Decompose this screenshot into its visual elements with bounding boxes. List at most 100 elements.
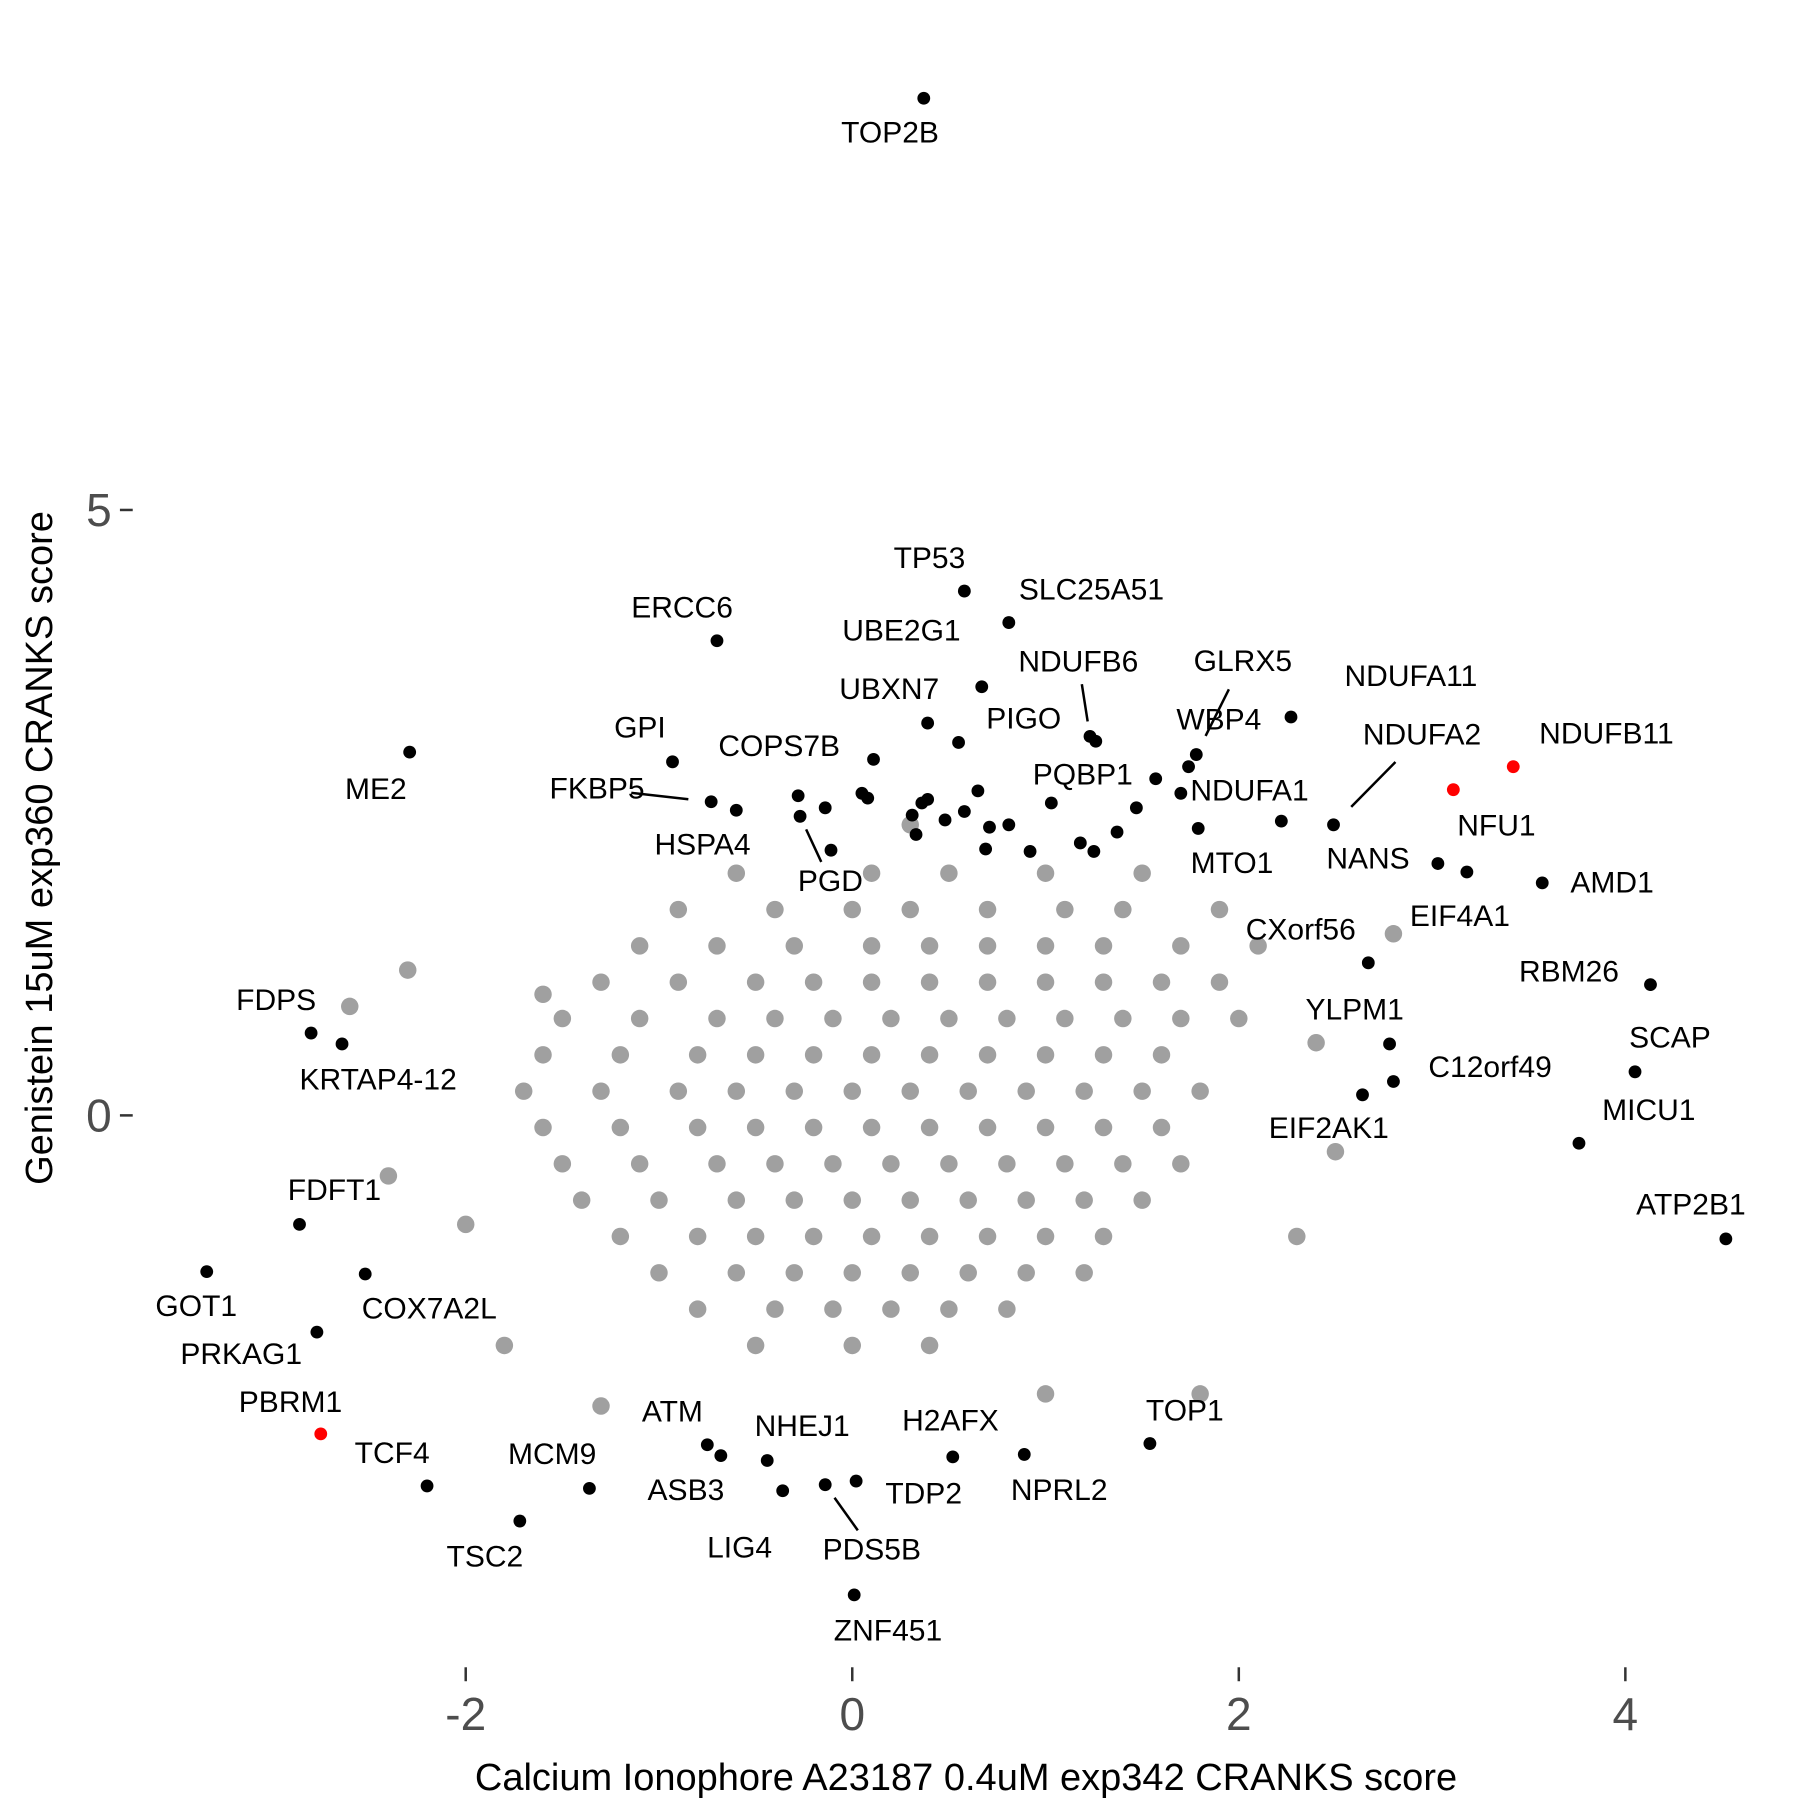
point xyxy=(704,795,718,809)
point xyxy=(882,1155,900,1173)
point xyxy=(905,808,919,822)
point xyxy=(1133,864,1151,882)
point-label: UBE2G1 xyxy=(842,614,960,647)
point xyxy=(979,842,993,856)
point-label: ATM xyxy=(642,1396,703,1429)
point-label: TP53 xyxy=(894,542,966,575)
point xyxy=(1075,1264,1093,1282)
point xyxy=(766,1155,784,1173)
point xyxy=(1446,783,1460,797)
point xyxy=(978,937,997,955)
point xyxy=(1628,1065,1642,1079)
point xyxy=(650,1264,668,1282)
point xyxy=(952,736,965,749)
point xyxy=(583,1481,596,1495)
point-label: MICU1 xyxy=(1602,1094,1695,1127)
point xyxy=(1017,1082,1035,1100)
point xyxy=(1249,937,1267,955)
point xyxy=(1644,978,1657,992)
point-label: NDUFA2 xyxy=(1363,719,1481,752)
point xyxy=(1075,1191,1093,1209)
point-label: SCAP xyxy=(1629,1022,1711,1055)
point xyxy=(920,973,939,991)
point xyxy=(1719,1232,1733,1246)
point xyxy=(1149,772,1163,786)
point xyxy=(1326,1142,1345,1161)
point xyxy=(1114,1155,1132,1173)
point-label: NDUFB6 xyxy=(1018,645,1138,678)
point xyxy=(399,961,417,979)
point xyxy=(1023,845,1037,858)
x-axis-title: Calcium Ionophore A23187 0.4uM exp342 CR… xyxy=(475,1757,1457,1799)
point xyxy=(729,803,743,817)
point xyxy=(727,1264,746,1282)
point xyxy=(921,716,935,730)
point xyxy=(818,801,832,815)
point xyxy=(1284,710,1298,724)
point xyxy=(727,864,746,882)
point xyxy=(420,1479,434,1493)
point xyxy=(746,973,765,991)
point xyxy=(920,1046,939,1064)
point xyxy=(358,1267,372,1281)
point xyxy=(669,900,688,919)
point xyxy=(688,1118,707,1137)
point xyxy=(1327,818,1340,832)
point xyxy=(1431,857,1445,870)
point xyxy=(1506,760,1520,774)
point xyxy=(804,973,823,991)
point xyxy=(1210,900,1229,919)
point xyxy=(843,1191,861,1209)
point-label: AMD1 xyxy=(1570,866,1653,899)
point xyxy=(310,1325,324,1339)
point xyxy=(746,1227,765,1246)
point-label: TOP2B xyxy=(841,117,939,150)
point xyxy=(785,1082,804,1100)
point xyxy=(946,1450,960,1464)
point xyxy=(1017,1448,1031,1461)
point xyxy=(1094,973,1113,991)
point-label: COPS7B xyxy=(718,730,840,763)
point xyxy=(824,1009,842,1028)
point-label: PDS5B xyxy=(823,1533,921,1566)
point xyxy=(553,1009,572,1028)
point xyxy=(940,1009,958,1028)
point xyxy=(304,1026,318,1040)
point xyxy=(666,755,679,769)
point xyxy=(341,997,359,1016)
point xyxy=(998,1155,1016,1173)
point-label: ERCC6 xyxy=(631,592,733,625)
point xyxy=(882,1009,900,1028)
point xyxy=(938,813,952,827)
point xyxy=(1017,1191,1035,1209)
point-label: NFU1 xyxy=(1457,809,1535,842)
point xyxy=(553,1155,572,1173)
point xyxy=(1191,1385,1209,1403)
point xyxy=(882,1300,900,1318)
point-label: TSC2 xyxy=(447,1541,524,1574)
point-label: PQBP1 xyxy=(1033,759,1133,792)
leader-line xyxy=(833,1497,859,1532)
point xyxy=(959,1082,977,1100)
point-label: NDUFB11 xyxy=(1539,718,1673,751)
point-label: NHEJ1 xyxy=(755,1410,850,1443)
point xyxy=(983,820,996,834)
point xyxy=(1094,937,1113,955)
point xyxy=(843,900,861,919)
point xyxy=(630,937,649,955)
point xyxy=(862,864,881,882)
point xyxy=(1114,900,1132,919)
point xyxy=(611,1227,630,1246)
point xyxy=(495,1336,514,1355)
point xyxy=(785,1264,804,1282)
point xyxy=(776,1484,790,1498)
point-label: GOT1 xyxy=(155,1290,237,1323)
point-label: PRKAG1 xyxy=(180,1338,302,1371)
point xyxy=(1133,1082,1151,1100)
point xyxy=(785,937,804,955)
x-tick-label: -2 xyxy=(445,1688,486,1740)
point-label: TDP2 xyxy=(885,1477,962,1510)
point-label: PBRM1 xyxy=(239,1386,342,1419)
y-tick-label: 0 xyxy=(86,1089,112,1141)
point-label: TCF4 xyxy=(355,1437,430,1470)
